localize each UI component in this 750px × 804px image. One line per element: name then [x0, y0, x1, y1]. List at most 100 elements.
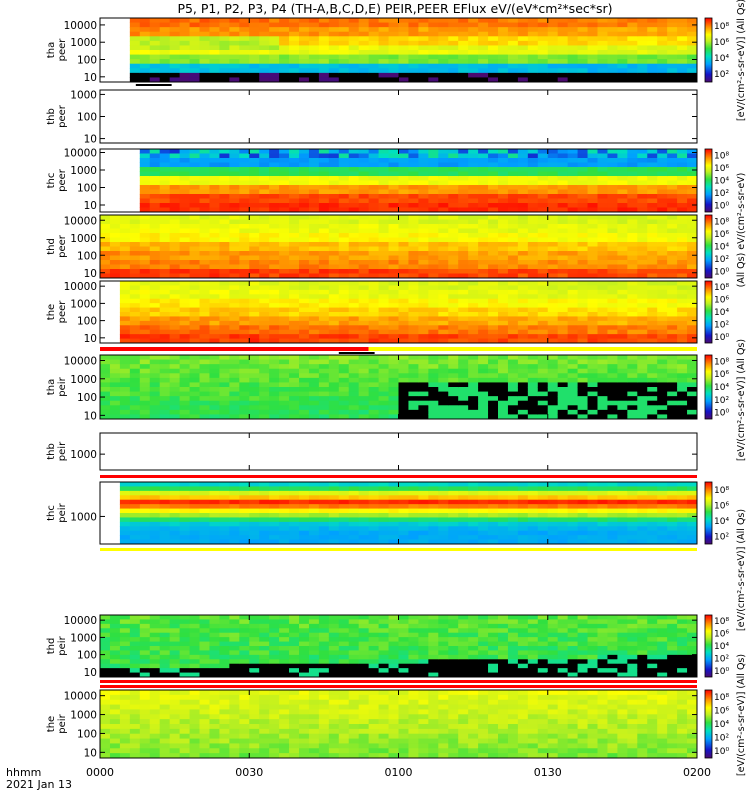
spectrogram-cell	[160, 486, 170, 491]
spectrogram-cell	[528, 281, 538, 286]
spectrogram-cell	[359, 294, 369, 299]
spectrogram-cell	[389, 387, 399, 392]
spectrogram-cell	[100, 260, 110, 265]
spectrogram-cell	[418, 229, 428, 234]
spectrogram-cell	[508, 190, 518, 195]
spectrogram-cell	[299, 172, 309, 177]
spectrogram-cell	[229, 269, 239, 274]
spectrogram-cell	[657, 378, 667, 383]
spectrogram-cell	[408, 531, 418, 536]
spectrogram-cell	[180, 238, 190, 243]
spectrogram-cell	[309, 269, 319, 274]
spectrogram-cell	[279, 504, 289, 509]
spectrogram-cell	[657, 32, 667, 37]
spectrogram-cell	[299, 517, 309, 522]
spectrogram-cell	[130, 509, 140, 514]
spectrogram-cell	[548, 158, 558, 163]
spectrogram-cell	[548, 330, 558, 335]
spectrogram-cell	[637, 405, 647, 410]
spectrogram-cell	[349, 203, 359, 208]
spectrogram-cell	[498, 410, 508, 415]
ytick-label: 100	[77, 392, 97, 404]
spectrogram-cell	[349, 154, 359, 159]
spectrogram-cell	[518, 203, 528, 208]
spectrogram-cell	[667, 330, 677, 335]
spectrogram-cell	[229, 242, 239, 247]
spectrogram-cell	[578, 482, 588, 487]
spectrogram-cell	[578, 229, 588, 234]
spectrogram-cell	[647, 68, 657, 73]
spectrogram-cell	[259, 199, 269, 204]
spectrogram-cell	[568, 535, 578, 540]
spectrogram-cell	[200, 308, 210, 313]
spectrogram-cell	[279, 36, 289, 41]
spectrogram-cell	[289, 185, 299, 190]
spectrogram-cell	[408, 369, 418, 374]
spectrogram-cell	[438, 194, 448, 199]
spectrogram-cell	[160, 242, 170, 247]
spectrogram-cell	[170, 256, 180, 261]
spectrogram-cell	[588, 405, 598, 410]
spectrogram-cell	[617, 229, 627, 234]
spectrogram-cell	[219, 41, 229, 46]
spectrogram-cell	[627, 373, 637, 378]
spectrogram-cell	[558, 410, 568, 415]
spectrogram-cell	[468, 491, 478, 496]
spectrogram-cell	[229, 299, 239, 304]
spectrogram-thd-peer	[100, 215, 698, 279]
spectrogram-cell	[568, 269, 578, 274]
spectrogram-cell	[677, 321, 687, 326]
spectrogram-cell	[647, 220, 657, 225]
spectrogram-cell	[209, 269, 219, 274]
spectrogram-cell	[279, 32, 289, 37]
spectrogram-cell	[518, 486, 528, 491]
spectrogram-cell	[389, 321, 399, 326]
spectrogram-cell	[508, 321, 518, 326]
spectrogram-cell	[418, 251, 428, 256]
spectrogram-cell	[120, 513, 130, 518]
spectrogram-cell	[140, 59, 150, 64]
spectrogram-cell	[140, 330, 150, 335]
spectrogram-cell	[120, 303, 130, 308]
spectrogram-cell	[349, 281, 359, 286]
spectrogram-cell	[408, 220, 418, 225]
spectrogram-cell	[657, 181, 667, 186]
spectrogram-cell	[110, 364, 120, 369]
spectrogram-cell	[200, 50, 210, 55]
spectrogram-cell	[518, 316, 528, 321]
spectrogram-cell	[438, 64, 448, 69]
spectrogram-cell	[140, 32, 150, 37]
spectrogram-cell	[130, 59, 140, 64]
spectrogram-cell	[677, 285, 687, 290]
spectrogram-cell	[657, 308, 667, 313]
spectrogram-cell	[259, 41, 269, 46]
spectrogram-cell	[458, 256, 468, 261]
spectrogram-cell	[349, 535, 359, 540]
spectrogram-cell	[229, 392, 239, 397]
spectrogram-cell	[120, 330, 130, 335]
spectrogram-cell	[558, 224, 568, 229]
spectrogram-cell	[309, 294, 319, 299]
spectrogram-cell	[468, 535, 478, 540]
spectrogram-cell	[239, 41, 249, 46]
spectrogram-cell	[667, 215, 677, 220]
spectrogram-cell	[578, 491, 588, 496]
spectrogram-cell	[319, 281, 329, 286]
spectrogram-cell	[538, 369, 548, 374]
spectrogram-cell	[438, 251, 448, 256]
spectrogram-cell	[180, 247, 190, 252]
spectrogram-cell	[160, 18, 170, 23]
spectrogram-cell	[140, 334, 150, 339]
spectrogram-cell	[458, 401, 468, 406]
spectrogram-cell	[627, 23, 637, 28]
spectrogram-cell	[200, 410, 210, 415]
spectrogram-cell	[249, 513, 259, 518]
spectrogram-cell	[319, 509, 329, 514]
spectrogram-cell	[508, 149, 518, 154]
spectrogram-cell	[598, 387, 608, 392]
spectrogram-cell	[438, 396, 448, 401]
spectrogram-cell	[568, 185, 578, 190]
spectrogram-cell	[399, 247, 409, 252]
spectrogram-cell	[150, 265, 160, 270]
spectrogram-cell	[598, 251, 608, 256]
